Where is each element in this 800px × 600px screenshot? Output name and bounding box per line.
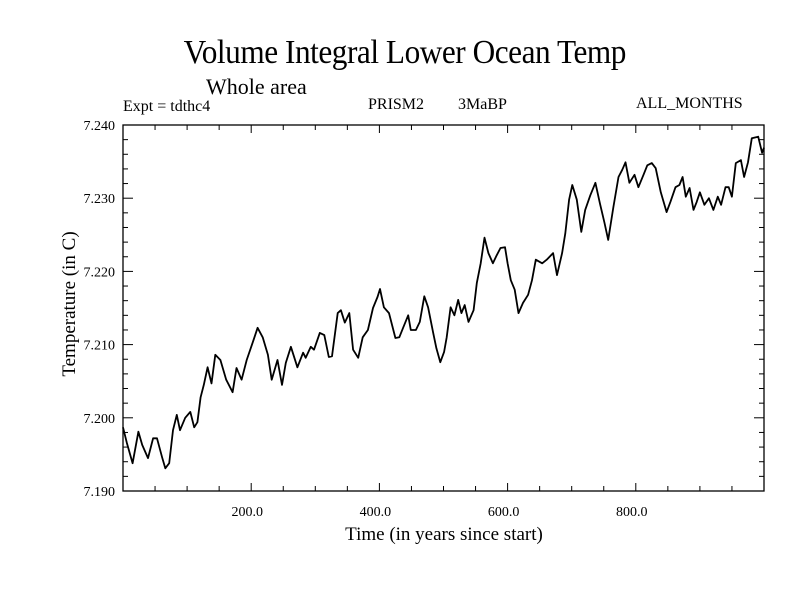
period-annotation: 3MaBP xyxy=(458,96,507,113)
x-tick-label: 600.0 xyxy=(488,505,520,520)
y-tick-label: 7.240 xyxy=(84,119,116,134)
axis-tick-labels: 200.0 400.0 600.0 800.0 7.190 7.200 7.210 7.220… xyxy=(84,119,648,520)
plot-frame xyxy=(122,124,765,492)
series-group xyxy=(122,135,765,470)
x-tick-label: 400.0 xyxy=(360,505,392,520)
axis-ticks xyxy=(123,125,764,491)
x-axis-label: Time (in years since start) xyxy=(345,524,543,545)
months-annotation: ALL_MONTHS xyxy=(636,95,743,112)
experiment-annotation: Expt = tdthc4 xyxy=(123,98,211,115)
y-tick-label: 7.210 xyxy=(84,339,116,354)
chart-subtitle: Whole area xyxy=(206,74,307,99)
x-tick-label: 200.0 xyxy=(231,505,263,520)
y-tick-label: 7.230 xyxy=(84,192,116,207)
y-tick-label: 7.190 xyxy=(84,485,116,500)
series-line xyxy=(122,135,765,470)
model-annotation: PRISM2 xyxy=(368,96,425,113)
chart-title: Volume Integral Lower Ocean Temp xyxy=(183,34,627,71)
y-tick-label: 7.220 xyxy=(84,265,116,280)
y-tick-label: 7.200 xyxy=(84,412,116,427)
x-tick-label: 800.0 xyxy=(616,505,648,520)
